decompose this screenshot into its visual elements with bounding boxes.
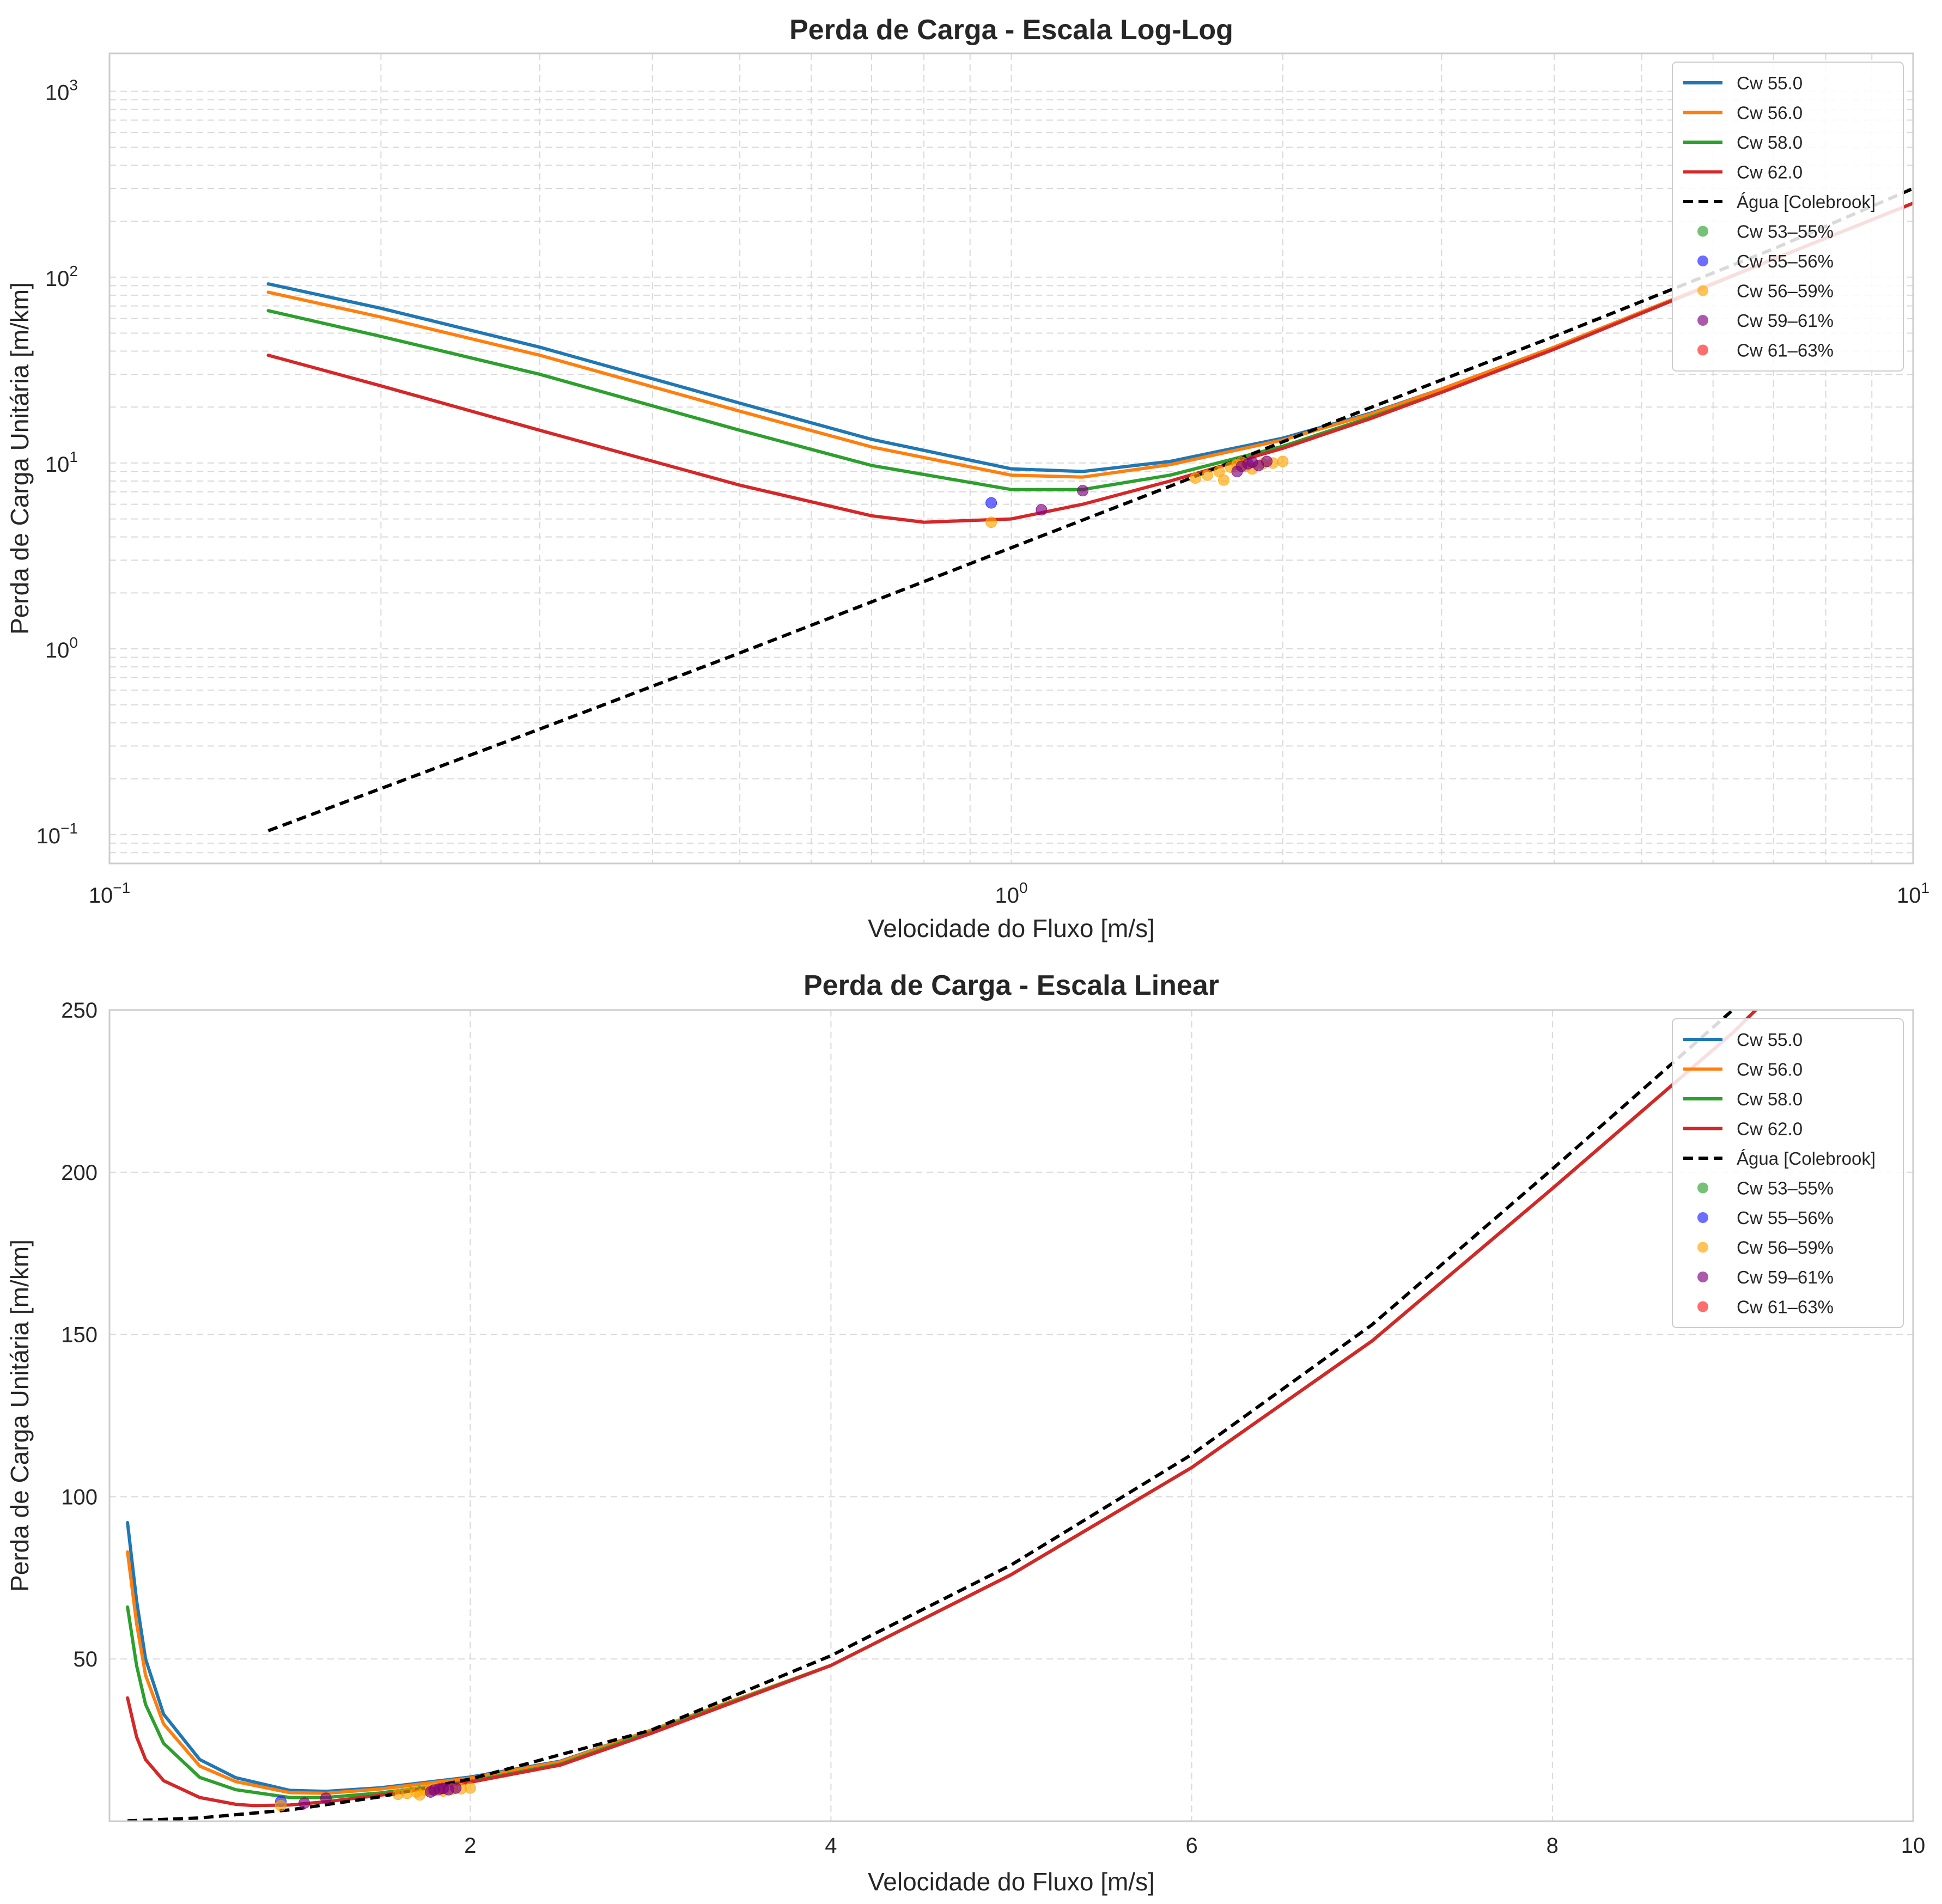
scatter-point [985, 516, 997, 528]
scatter-point [1077, 485, 1089, 497]
y-tick-base: 10 [36, 824, 61, 848]
legend-label: Cw 53–55% [1737, 222, 1834, 242]
x-tick-label: 4 [825, 1834, 837, 1858]
x-tick-exponent: −1 [113, 879, 130, 896]
scatter-point [464, 1782, 476, 1794]
y-tick-exponent: 2 [69, 263, 78, 279]
legend-label: Cw 62.0 [1737, 1119, 1803, 1139]
legend-label: Cw 53–55% [1737, 1178, 1834, 1199]
scatter-point [985, 497, 997, 509]
x-tick-label: 10−1 [89, 879, 130, 908]
legend-label: Cw 58.0 [1737, 132, 1803, 153]
x-tick-exponent: 0 [1019, 879, 1028, 896]
legend-label: Cw 55–56% [1737, 1208, 1834, 1228]
y-tick-label: 10−1 [36, 820, 78, 848]
chart-title: Perda de Carga - Escala Log-Log [789, 14, 1233, 46]
y-tick-base: 10 [45, 453, 70, 477]
x-tick-label: 8 [1547, 1834, 1559, 1858]
legend-label: Cw 55–56% [1737, 251, 1834, 271]
scatter-point [1217, 474, 1229, 486]
plot-data [126, 1010, 1758, 1821]
y-tick-label: 50 [74, 1647, 98, 1671]
series-line-4 [127, 1010, 1735, 1821]
y-axis-label: Perda de Carga Unitária [m/km] [5, 1239, 34, 1592]
scatter-point [1261, 455, 1273, 467]
y-tick-label: 100 [61, 1485, 98, 1509]
scatter-point [299, 1797, 311, 1809]
legend-marker-swatch [1697, 1272, 1708, 1282]
scatter-point [1277, 455, 1289, 467]
plot-frame [108, 52, 1914, 865]
x-tick-label: 6 [1185, 1834, 1197, 1858]
legend-marker-swatch [1697, 1212, 1708, 1223]
x-tick-base: 10 [1897, 884, 1921, 908]
legend-marker-swatch [1697, 1301, 1708, 1312]
legend-marker-swatch [1697, 256, 1708, 266]
legend-label: Cw 56.0 [1737, 103, 1803, 123]
x-tick-exponent: 1 [1921, 879, 1929, 896]
legend-label: Cw 56.0 [1737, 1060, 1803, 1080]
y-tick-label: 200 [61, 1161, 98, 1185]
y-tick-base: 10 [45, 638, 70, 662]
legend-label: Cw 56–59% [1737, 1238, 1834, 1258]
legend-marker-swatch [1697, 226, 1708, 237]
x-tick-base: 10 [995, 884, 1019, 908]
y-tick-label: 102 [45, 263, 78, 291]
legend-marker-swatch [1697, 315, 1708, 326]
y-tick-base: 10 [45, 81, 70, 105]
y-tick-base: 10 [45, 267, 70, 291]
plot-area [109, 1010, 1913, 1821]
chart-title: Perda de Carga - Escala Linear [803, 970, 1219, 1001]
linear-chart-panel: 2 4 6 8 10 50 100 150 200 250 Perda de Carga - Esc… [5, 970, 1925, 1896]
legend: Cw 55.0 Cw 56.0 Cw 58.0 Cw 62.0 Água [Colebr… [1672, 62, 1904, 372]
legend-label: Cw 56–59% [1737, 281, 1834, 301]
legend-label: Cw 61–63% [1737, 340, 1834, 361]
legend-label: Cw 59–61% [1737, 311, 1834, 331]
y-tick-exponent: 1 [69, 448, 78, 465]
legend-marker-swatch [1697, 344, 1708, 356]
y-tick-label: 250 [61, 999, 98, 1023]
legend-label: Cw 55.0 [1737, 1030, 1803, 1050]
y-tick-label: 150 [61, 1323, 98, 1347]
legend-label: Água [Colebrook] [1737, 192, 1876, 212]
x-tick-label: 2 [464, 1834, 476, 1858]
legend-marker-swatch [1697, 1242, 1708, 1253]
scatter-point [1189, 472, 1201, 484]
y-tick-label: 100 [45, 634, 78, 662]
y-tick-label: 101 [45, 448, 78, 477]
y-axis-label: Perda de Carga Unitária [m/km] [5, 282, 34, 635]
y-tick-exponent: 0 [69, 634, 78, 651]
x-axis-label: Velocidade do Fluxo [m/s] [868, 1867, 1155, 1896]
y-tick-label: 103 [45, 77, 78, 105]
scatter-point [1036, 504, 1048, 516]
legend-box [1672, 1018, 1904, 1328]
x-tick-label: 101 [1897, 879, 1929, 908]
y-tick-exponent: 3 [69, 77, 78, 94]
plot-frame [108, 1009, 1914, 1822]
legend-marker-swatch [1697, 1182, 1708, 1194]
scatter-point [1202, 469, 1214, 481]
y-tick-exponent: −1 [60, 820, 78, 837]
scatter-point [450, 1782, 462, 1794]
legend-box [1672, 62, 1904, 372]
x-axis-label: Velocidade do Fluxo [m/s] [868, 914, 1155, 942]
legend-label: Água [Colebrook] [1737, 1148, 1876, 1169]
legend-label: Cw 55.0 [1737, 73, 1803, 93]
legend-label: Cw 59–61% [1737, 1267, 1834, 1287]
legend-marker-swatch [1697, 285, 1708, 296]
legend-label: Cw 62.0 [1737, 162, 1803, 183]
legend: Cw 55.0 Cw 56.0 Cw 58.0 Cw 62.0 Água [Colebr… [1672, 1018, 1904, 1328]
scatter-point [320, 1792, 332, 1804]
x-tick-base: 10 [89, 884, 113, 908]
series-line-3 [266, 202, 1913, 524]
x-tick-label: 100 [995, 879, 1027, 908]
x-tick-label: 10 [1901, 1834, 1926, 1858]
scatter-point [275, 1799, 287, 1811]
legend-label: Cw 61–63% [1737, 1297, 1834, 1317]
legend-label: Cw 58.0 [1737, 1089, 1803, 1109]
